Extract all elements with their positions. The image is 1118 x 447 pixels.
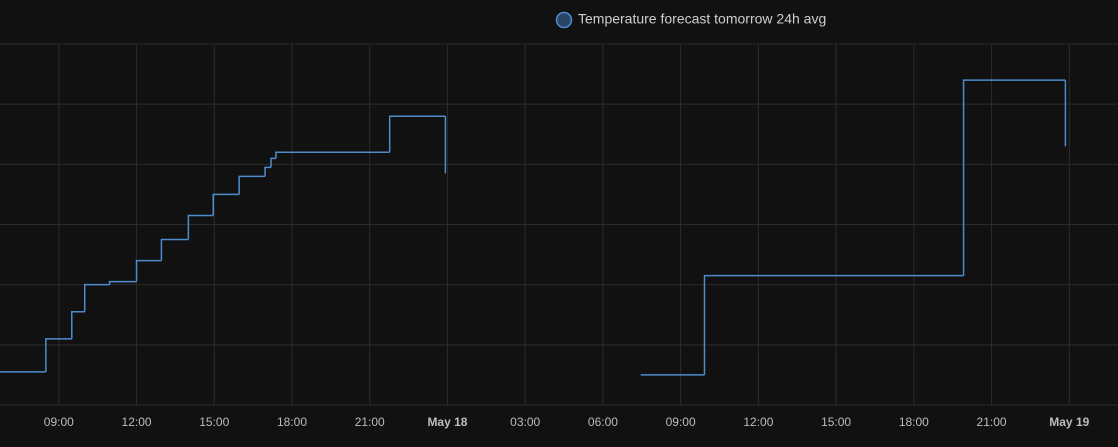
x-tick-label: 15:00 (821, 415, 851, 429)
x-tick-label: 12:00 (743, 415, 773, 429)
step-segment (108, 280, 137, 285)
step-segment (212, 193, 240, 216)
x-tick-label: 06:00 (588, 415, 618, 429)
step-segment (71, 310, 85, 339)
x-tick-label: 21:00 (977, 415, 1007, 429)
step-segment (388, 115, 446, 153)
legend-marker[interactable] (555, 11, 573, 29)
x-tick-label: 18:00 (899, 415, 929, 429)
x-tick-label: 09:00 (44, 415, 74, 429)
step-segment (962, 79, 1066, 276)
step-segment (238, 175, 266, 195)
step-segment (160, 238, 189, 261)
x-tick-label: 21:00 (355, 415, 385, 429)
x-tick-label: May 19 (1049, 415, 1089, 429)
step-segment (270, 157, 276, 168)
step-segment (187, 214, 214, 240)
step-segment (135, 259, 162, 282)
x-tick-label: 09:00 (666, 415, 696, 429)
step-segment (703, 274, 964, 375)
step-segment (83, 283, 110, 312)
step-segment (45, 338, 72, 372)
x-tick-label: May 18 (427, 415, 467, 429)
x-tick-label: 18:00 (277, 415, 307, 429)
legend-label[interactable]: Temperature forecast tomorrow 24h avg (578, 11, 826, 27)
step-segment (264, 166, 272, 177)
x-tick-label: 15:00 (199, 415, 229, 429)
step-segment (275, 151, 390, 159)
x-tick-label: 12:00 (122, 415, 152, 429)
x-tick-label: 03:00 (510, 415, 540, 429)
